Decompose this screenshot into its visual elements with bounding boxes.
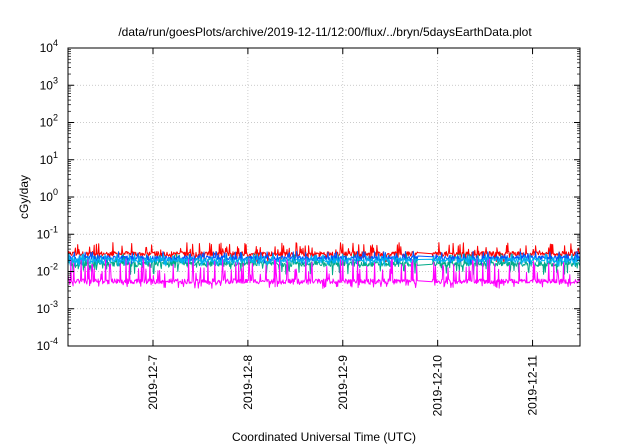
x-tick-label: 2019-12-9: [336, 355, 350, 410]
x-axis: 2019-12-7 2019-12-8 2019-12-9 2019-12-10 201…: [146, 48, 540, 416]
y-tick-exponent: -2: [50, 262, 58, 272]
y-tick-label: 10-2: [37, 262, 58, 279]
y-tick-label: 103: [40, 75, 58, 92]
x-axis-label: Coordinated Universal Time (UTC): [232, 430, 416, 444]
series-line: [67, 258, 581, 289]
y-tick-base: 10: [40, 41, 54, 55]
y-tick-label: 10-3: [37, 299, 58, 316]
y-tick-exponent: 0: [53, 187, 58, 197]
y-tick-label: 104: [40, 38, 58, 55]
y-tick-label: 102: [40, 113, 58, 130]
y-tick-exponent: 3: [53, 75, 58, 85]
y-tick-label: 100: [40, 187, 58, 204]
y-tick-label: 10-1: [37, 224, 58, 241]
y-tick-base: 10: [40, 153, 54, 167]
y-tick-exponent: -3: [50, 299, 58, 309]
y-tick-base: 10: [40, 78, 54, 92]
y-tick-base: 10: [37, 227, 51, 241]
series-line: [67, 242, 581, 263]
y-tick-base: 10: [37, 339, 51, 353]
y-tick-base: 10: [40, 116, 54, 130]
y-tick-base: 10: [37, 302, 51, 316]
x-tick-label: 2019-12-8: [241, 355, 255, 410]
chart-title: /data/run/goesPlots/archive/2019-12-11/1…: [118, 25, 532, 39]
series-line: [67, 253, 581, 267]
y-tick-base: 10: [37, 265, 51, 279]
x-tick-label: 2019-12-10: [431, 355, 445, 417]
y-tick-exponent: 4: [53, 38, 58, 48]
y-tick-base: 10: [40, 190, 54, 204]
y-tick-exponent: -4: [50, 336, 58, 346]
y-tick-exponent: -1: [50, 224, 58, 234]
x-tick-label: 2019-12-7: [146, 355, 160, 410]
series-line: [67, 253, 581, 276]
y-tick-label: 101: [40, 150, 58, 167]
series-layer: [67, 242, 581, 289]
y-axis-label: cGy/day: [17, 175, 31, 219]
x-tick-label: 2019-12-11: [526, 355, 540, 416]
grid-lines: [68, 48, 580, 346]
y-tick-exponent: 2: [53, 113, 58, 123]
y-tick-label: 10-4: [37, 336, 58, 353]
y-tick-exponent: 1: [53, 150, 58, 160]
